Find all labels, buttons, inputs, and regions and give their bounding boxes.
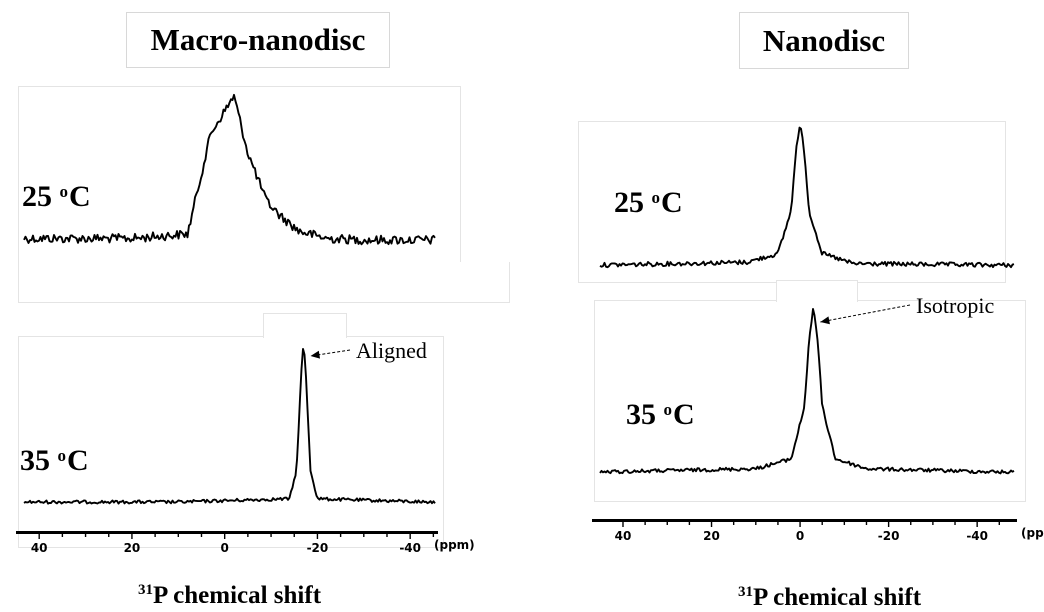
x-axis-unit-label: (ppm) [1021,526,1044,540]
x-axis-line [16,531,438,534]
annotation-label: Isotropic [916,293,994,318]
temp-unit: C [661,186,683,219]
x-tick-label: 40 [615,529,632,543]
spectrum-trace [599,126,1015,269]
annotation-label: Aligned [356,338,427,363]
annotation-arrow-head [820,316,830,325]
right-bottom-tab [776,280,858,302]
temp-value: 25 [614,186,652,219]
x-tick-label: 0 [796,529,804,543]
x-axis-title-nano: 31P chemical shift [738,584,921,612]
temp-label-nano-35: 35 oC [626,398,695,432]
isotope-superscript: 31 [138,582,153,598]
isotope-superscript: 31 [738,584,753,600]
spectrum-trace [23,347,436,505]
x-tick-label: 20 [703,529,720,543]
x-axis-title-text: P chemical shift [153,582,322,609]
spectrum-trace [23,93,436,246]
annotation-arrow-line [820,304,911,323]
temp-unit: C [67,444,89,477]
temp-value: 35 [626,398,664,431]
x-axis-title-text: P chemical shift [753,584,922,611]
temp-unit: C [69,180,91,213]
x-axis-title-macro: 31P chemical shift [138,582,321,610]
x-tick-label: 0 [221,541,229,555]
temp-unit: C [673,398,695,431]
temp-degree: o [57,446,67,465]
annotation-arrow-head [310,350,321,359]
left-bottom-frame [18,336,444,548]
spectrum-trace [599,308,1015,475]
temp-degree: o [59,182,69,201]
right-bottom-frame [594,300,1026,502]
left-top-frame-extension [18,262,510,303]
annotation-arrow-line [310,349,351,357]
left-bottom-tab [263,313,347,338]
temp-degree: o [663,400,673,419]
x-tick-label: -20 [878,529,900,543]
temp-value: 35 [20,444,58,477]
x-tick-label: -20 [307,541,329,555]
x-tick-label: 20 [124,541,141,555]
x-axis-line [592,519,1017,522]
x-tick-label: 40 [31,541,48,555]
panel-title-nanodisc: Nanodisc [739,12,909,69]
x-tick-label: -40 [966,529,988,543]
temp-label-macro-25: 25 oC [22,180,91,214]
temp-degree: o [651,188,661,207]
x-axis-unit-label: (ppm) [434,538,475,552]
temp-label-macro-35: 35 oC [20,444,89,478]
x-tick-label: -40 [399,541,421,555]
temp-label-nano-25: 25 oC [614,186,683,220]
panel-title-macro-nanodisc: Macro-nanodisc [126,12,390,68]
temp-value: 25 [22,180,60,213]
